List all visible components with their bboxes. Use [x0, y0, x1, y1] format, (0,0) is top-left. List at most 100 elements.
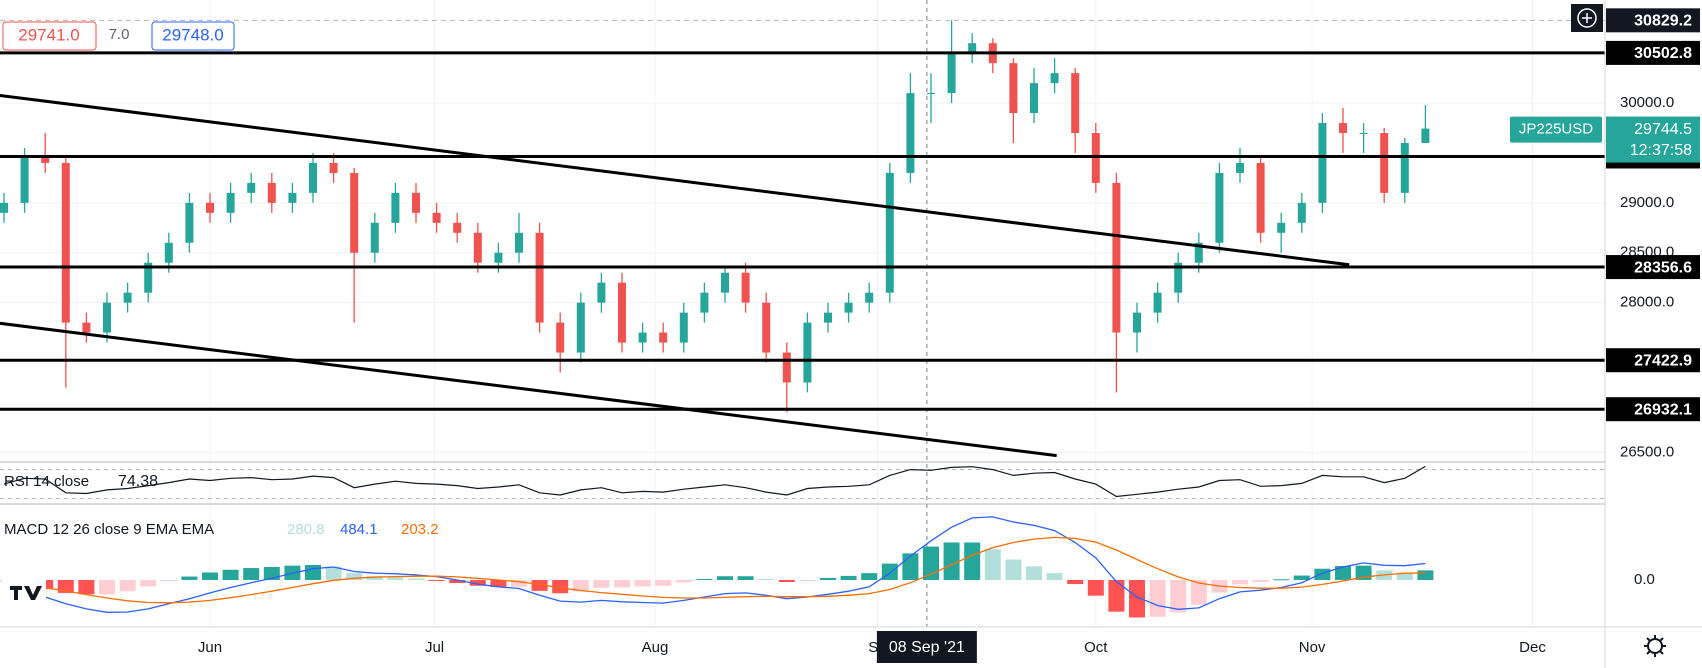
settings-icon[interactable] — [1644, 635, 1666, 657]
macd-histogram-bar — [1273, 579, 1290, 581]
candle-body — [906, 93, 915, 173]
candle-body — [1050, 73, 1059, 84]
macd-histogram-bar — [572, 579, 589, 592]
macd-histogram-bar — [181, 576, 198, 580]
buy-button[interactable] — [151, 21, 235, 51]
macd-histogram-bar — [449, 579, 466, 584]
macd-histogram-bar — [820, 577, 836, 580]
macd-histogram-bar — [1129, 579, 1145, 618]
candle-body — [844, 302, 853, 313]
add-icon[interactable] — [1577, 8, 1597, 28]
trendline — [0, 94, 1350, 267]
candle-body — [1071, 73, 1080, 134]
macd-title: MACD 12 26 close 9 EMA EMA — [4, 521, 214, 538]
macd-histogram-bar — [1190, 579, 1207, 605]
macd-histogram-bar — [655, 579, 672, 586]
candle-body — [638, 332, 647, 343]
candle-body — [412, 192, 420, 213]
macd-histogram-bar — [140, 579, 157, 587]
ask-price: 29748.0 — [162, 25, 223, 44]
candle-body — [1359, 133, 1368, 135]
macd-histogram-bar — [1026, 566, 1042, 580]
macd-histogram-bar — [614, 579, 630, 588]
symbol-tag-bg — [1510, 116, 1602, 143]
candle-body — [61, 162, 70, 323]
level-label-bg — [1606, 397, 1700, 422]
bid-price: 29741.0 — [18, 25, 79, 44]
macd-histogram-bar — [202, 572, 218, 580]
macd-histogram-bar — [1149, 579, 1166, 617]
candle-body — [391, 192, 400, 223]
macd-histogram-bar — [160, 579, 177, 581]
candle-body — [741, 272, 750, 303]
macd-histogram-bar — [593, 579, 610, 588]
macd-histogram-bar — [634, 579, 651, 587]
candle-body — [1236, 162, 1244, 173]
macd-histogram-bar — [799, 579, 816, 581]
macd-histogram-bar — [222, 569, 239, 580]
macd-histogram-bar — [1335, 566, 1351, 580]
macd-histogram-bar — [1046, 573, 1063, 580]
x-tick-label: Oct — [1084, 639, 1108, 656]
macd-histogram-bar — [1170, 579, 1187, 613]
level-label: 27422.9 — [1634, 352, 1692, 369]
macd-histogram-bar — [511, 579, 527, 587]
candle-body — [350, 172, 359, 253]
symbol-tag: JP225USD — [1519, 121, 1593, 138]
candle-body — [1030, 83, 1038, 114]
candle-body — [865, 292, 874, 303]
candle-body — [82, 322, 91, 333]
spread: 7.0 — [109, 26, 130, 43]
logo — [2, 576, 46, 606]
macd-histogram-bar — [325, 566, 342, 580]
macd-histogram-bar — [675, 579, 692, 583]
macd-histogram-bar — [840, 575, 857, 580]
settings[interactable] — [1644, 635, 1666, 657]
candle-body — [432, 212, 441, 223]
candle-body — [721, 272, 729, 293]
candle-body — [659, 332, 668, 343]
candle-body — [473, 232, 482, 263]
x-tick-label: Jun — [198, 639, 222, 656]
macd-histogram-bar — [428, 579, 445, 581]
macd-histogram-bar — [861, 573, 878, 580]
add-icon[interactable] — [1582, 13, 1592, 23]
macd-line — [3, 516, 1426, 613]
add-button[interactable] — [1571, 4, 1603, 32]
candle-body — [535, 232, 544, 323]
candle-body — [494, 252, 503, 263]
macd-histogram-bar — [408, 578, 424, 580]
macd-histogram-bar — [1396, 572, 1413, 580]
level-label-bg — [1606, 348, 1700, 373]
candle-body — [1153, 292, 1162, 313]
x-tick-label: Aug — [642, 639, 669, 656]
price-label: 29744.5 — [1634, 121, 1692, 138]
macd-histogram-bar — [387, 577, 404, 580]
macd-histogram-bar — [778, 579, 795, 583]
macd-histogram-bar — [1087, 579, 1104, 596]
rsi-title: RSI 14 close — [4, 473, 89, 490]
candle-body — [247, 182, 256, 193]
macd-histogram-bar — [99, 579, 115, 595]
candle-body — [0, 202, 8, 213]
sell-button[interactable] — [2, 21, 97, 51]
candle-body — [824, 312, 832, 323]
macd-histogram-bar — [119, 579, 136, 592]
candle-body — [267, 182, 276, 203]
x-tick-label: Dec — [1519, 639, 1546, 656]
signal-value: 203.2 — [401, 521, 439, 538]
macd-hist-value: 280.8 — [287, 521, 325, 538]
macd-histogram-bar — [243, 568, 260, 580]
macd-histogram-bar — [984, 549, 1001, 580]
candle-body — [1277, 222, 1286, 233]
macd-histogram-bar — [1417, 570, 1434, 580]
candle-body — [1380, 133, 1389, 193]
candle-body — [576, 302, 585, 353]
level-label-bg — [1606, 255, 1700, 280]
candle-body — [1318, 123, 1327, 203]
macd-histogram-bar — [696, 578, 713, 580]
rsi-value: 74.38 — [118, 473, 158, 490]
x-tick-label: Jul — [425, 639, 444, 656]
